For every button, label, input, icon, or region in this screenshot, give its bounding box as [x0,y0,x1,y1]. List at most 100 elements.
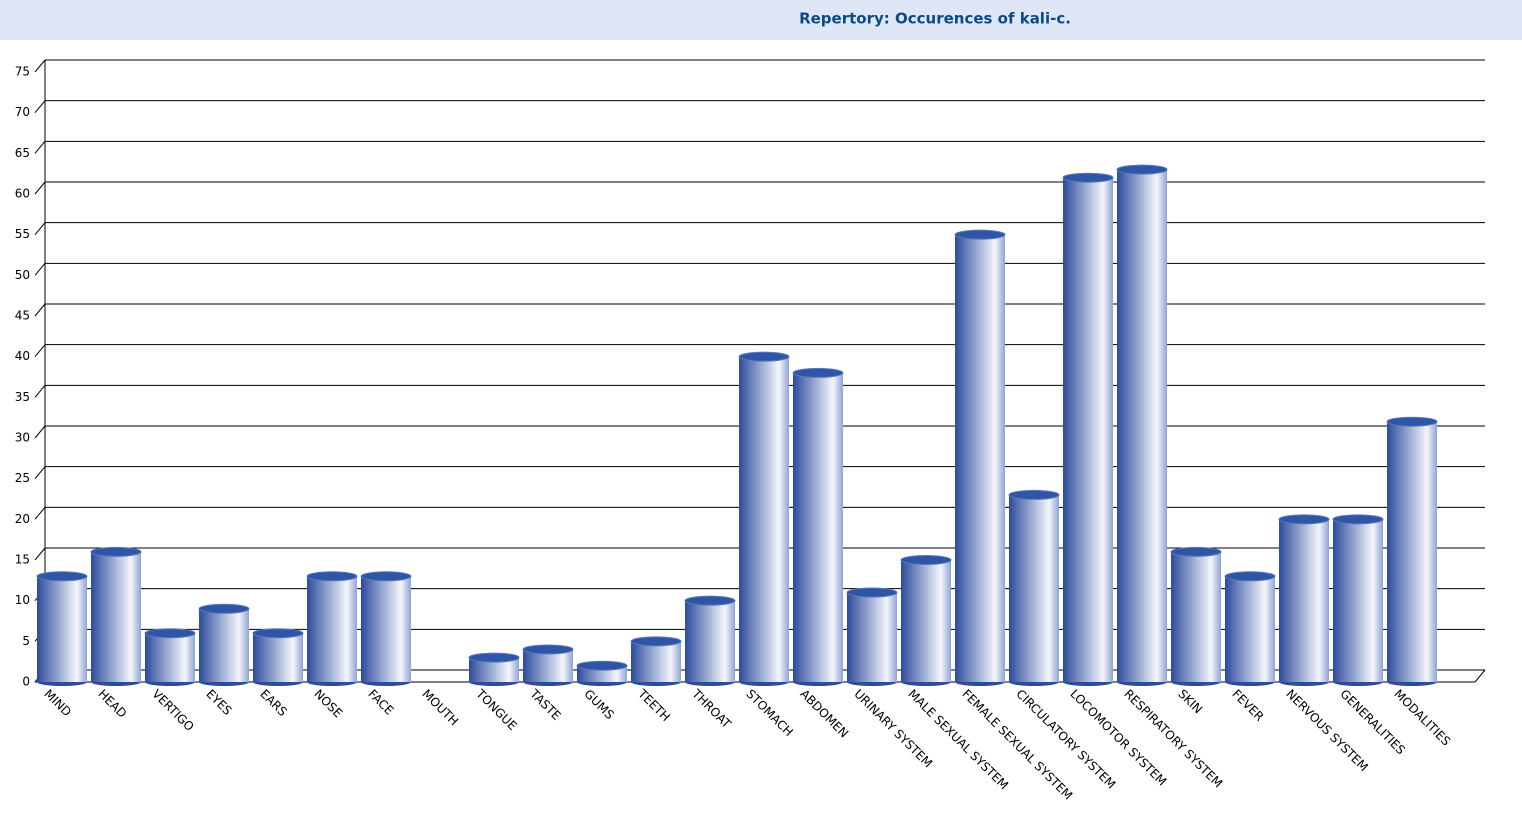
tick-mark [34,507,46,520]
y-tick-label: 70 [15,105,30,119]
y-tick-label: 55 [15,227,30,241]
tick-mark [34,385,46,398]
bar [631,641,681,682]
bar [253,633,303,682]
bar-group [1062,172,1114,686]
bar-group [144,628,196,686]
bar-top [900,555,952,565]
y-tick-label: 50 [15,268,30,282]
bar [361,576,411,682]
bar [91,551,141,682]
bar-group [900,555,952,686]
tick-mark [34,344,46,357]
bar-group [1278,514,1330,686]
y-tick-label: 20 [15,512,30,526]
bar-top [1278,514,1330,525]
tick-mark [34,141,46,154]
bar [1009,494,1059,682]
title-bar [0,0,1522,40]
bar-group [1224,571,1276,686]
bar [739,356,789,682]
bar [1279,519,1329,682]
bar-top [144,628,196,639]
bar [1063,177,1113,682]
y-tick-label: 25 [15,471,30,485]
bar [1387,421,1437,682]
bar-group [792,367,844,686]
bar-top [522,644,574,655]
y-tick-label: 30 [15,431,30,445]
bar-top [198,603,250,614]
bar [1333,519,1383,682]
tick-mark [34,222,46,235]
bar [37,576,87,682]
bar-group [468,652,520,686]
bar-group [684,595,736,686]
bar [955,234,1005,682]
bar-top [738,351,790,362]
tick-mark [34,59,46,73]
x-tick-label: FEVER [1229,687,1266,724]
x-tick-label: TASTE [527,686,564,723]
bar-group [738,351,790,686]
bar-top [1224,571,1276,582]
bar-top [36,571,88,582]
x-tick-label: SKIN [1175,687,1205,717]
x-tick-label: MOUTH [419,687,461,729]
bar-top [252,628,304,639]
y-tick-label: 15 [15,553,30,567]
bar [1117,169,1167,683]
x-tick-label: MIND [41,687,74,720]
x-tick-label: EYES [203,687,234,718]
bar-top [1170,546,1222,557]
bar-top [1386,416,1438,427]
bar-top [684,595,736,606]
bar-top [954,229,1006,240]
bar [685,600,735,682]
tick-mark [34,547,46,561]
y-tick-label: 10 [15,593,30,607]
bar-top [360,571,412,582]
tick-mark [34,181,46,195]
bar-group [630,636,682,686]
bar-top [576,660,628,671]
x-tick-label: NOSE [311,687,345,721]
x-tick-label: STOMACH [743,687,795,739]
bar [523,649,573,682]
x-tick-label: LOCOMOTOR SYSTEM [1067,687,1169,789]
bar [145,633,195,682]
y-tick-label: 75 [15,65,30,79]
bar-group [1116,164,1168,686]
x-tick-label: VERTIGO [149,687,196,734]
y-tick-label: 40 [15,349,30,363]
x-tick-label: THROAT [689,686,734,731]
tick-mark [34,100,46,113]
y-tick-label: 45 [15,309,30,323]
x-tick-label: MALE SEXUAL SYSTEM [905,687,1011,793]
bar-group [252,628,304,686]
x-tick-label: GUMS [581,687,616,722]
bar-group [954,229,1006,686]
tick-mark [34,466,46,479]
bar-top [846,587,898,598]
bar [199,608,249,682]
bar-top [90,546,142,557]
bar-top [1008,489,1060,500]
bar [307,576,357,682]
bar-group [90,546,142,686]
x-tick-label: HEAD [95,687,129,721]
bar [1171,551,1221,682]
bar-group [198,603,250,686]
bar-group [36,571,88,686]
x-tick-label: TEETH [635,686,673,724]
bar-group [360,571,412,686]
y-tick-label: 65 [15,146,30,160]
tick-mark [34,425,46,439]
bar-top [468,652,520,663]
y-tick-label: 0 [22,675,30,689]
bar-group [306,571,358,686]
y-tick-label: 5 [22,634,30,648]
bar [793,372,843,682]
bar-group [1008,489,1060,686]
